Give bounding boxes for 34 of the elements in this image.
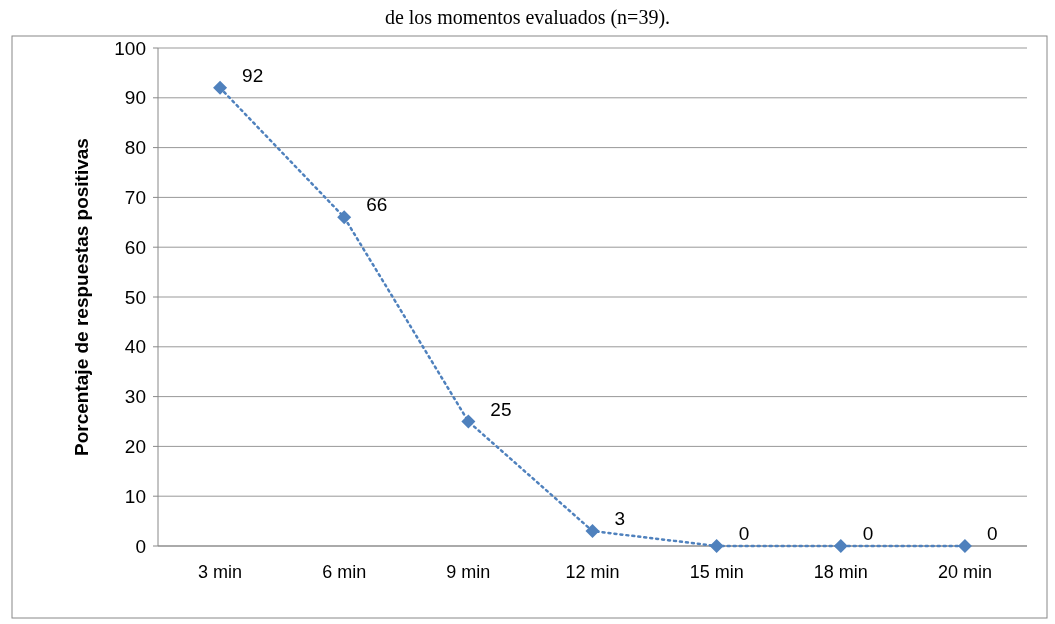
x-tick-label: 9 min <box>446 562 491 582</box>
y-tick-label: 30 <box>124 386 146 408</box>
point <box>833 539 848 553</box>
y-tick-label: 50 <box>124 286 146 308</box>
data-label: 0 <box>862 523 874 544</box>
x-tick-label: 18 min <box>813 562 868 582</box>
data-label: 66 <box>366 194 388 216</box>
y-tick-label: 70 <box>124 187 146 209</box>
point <box>709 539 724 553</box>
y-tick-label: 0 <box>135 535 146 557</box>
point <box>461 414 476 429</box>
point <box>957 539 972 553</box>
x-tick-label: 6 min <box>322 562 367 582</box>
y-tick-label: 80 <box>124 137 146 159</box>
data-label: 0 <box>738 523 750 544</box>
point <box>213 80 228 95</box>
y-tick-label: 10 <box>124 485 146 507</box>
data-label: 25 <box>490 398 512 420</box>
x-tick-label: 12 min <box>565 562 620 582</box>
y-tick-label: 40 <box>124 336 146 358</box>
x-tick-label: 15 min <box>689 562 744 582</box>
y-tick-label: 100 <box>114 37 146 59</box>
y-tick-label: 20 <box>124 436 146 458</box>
x-tick-label: 3 min <box>198 562 243 582</box>
point <box>337 210 352 225</box>
y-axis-title: Porcentaje de respuestas positivas <box>71 138 92 456</box>
y-tick-label: 90 <box>124 87 146 109</box>
chart-title: de los momentos evaluados (n=39). <box>384 6 671 29</box>
data-label: 0 <box>986 523 998 544</box>
y-tick-label: 60 <box>124 236 146 258</box>
data-label: 3 <box>614 508 626 530</box>
x-tick-label: 20 min <box>937 562 992 582</box>
data-label: 92 <box>242 64 264 86</box>
point <box>585 524 600 539</box>
